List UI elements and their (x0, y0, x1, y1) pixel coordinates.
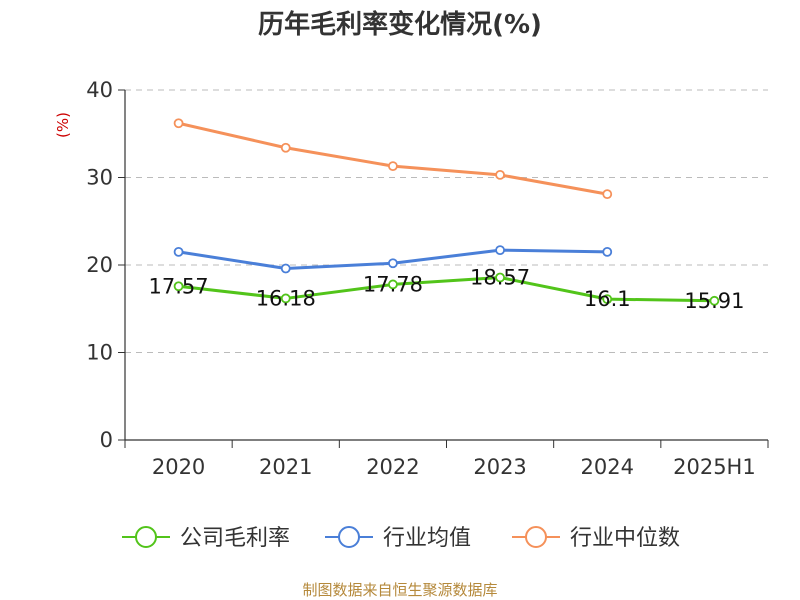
data-point[interactable] (173, 246, 184, 257)
y-tick-label: 20 (86, 253, 113, 277)
data-label: 17.78 (363, 272, 423, 296)
legend-item[interactable]: 行业中位数 (512, 526, 680, 551)
data-point[interactable] (280, 293, 291, 304)
y-tick-label: 10 (86, 341, 113, 365)
series-line (178, 121, 608, 196)
x-tick-label: 2022 (366, 455, 419, 479)
x-tick-label: 2025H1 (673, 455, 756, 479)
legend-marker-icon (135, 526, 157, 548)
data-point[interactable] (388, 258, 398, 269)
x-tick-label: 2024 (581, 455, 634, 479)
axes: 0 10 20 30 40 2020 2021 2022 2023 2024 2025H1 (86, 78, 769, 479)
data-label: 17.57 (149, 274, 209, 298)
y-axis-label: (%) (54, 112, 72, 138)
data-point[interactable] (495, 245, 505, 256)
series (173, 118, 720, 306)
data-point[interactable] (602, 189, 613, 200)
data-point[interactable] (495, 169, 505, 180)
y-tick-label: 30 (86, 166, 113, 190)
data-point[interactable] (602, 246, 613, 257)
y-tick-label: 40 (86, 78, 113, 102)
x-tick-label: 2023 (473, 455, 526, 479)
legend-item[interactable]: 公司毛利率 (122, 526, 290, 551)
legend[interactable]: 公司毛利率 行业均值 行业中位数 (122, 526, 680, 551)
data-point[interactable] (280, 142, 291, 153)
data-point[interactable] (388, 161, 398, 172)
y-tick-label: 0 (100, 428, 113, 452)
data-label: 18.57 (470, 266, 530, 290)
data-labels: 17.57 16.18 17.78 18.57 16.1 15.91 (149, 266, 745, 313)
data-point[interactable] (280, 263, 291, 274)
data-label: 15.91 (684, 289, 744, 313)
data-label: 16.18 (256, 286, 316, 310)
series-line (178, 276, 715, 303)
legend-marker-icon (338, 526, 360, 548)
data-point[interactable] (495, 272, 505, 283)
x-tick-label: 2021 (259, 455, 312, 479)
x-tick-label: 2020 (152, 455, 205, 479)
grid (125, 89, 768, 353)
legend-label: 行业中位数 (570, 526, 680, 551)
chart-title: 历年毛利率变化情况(%) (258, 9, 542, 40)
data-point[interactable] (709, 295, 720, 306)
data-label: 16.1 (584, 287, 631, 311)
source-note: 制图数据来自恒生聚源数据库 (302, 581, 497, 599)
legend-label: 公司毛利率 (180, 526, 290, 551)
data-point[interactable] (173, 281, 184, 292)
legend-item[interactable]: 行业均值 (325, 526, 471, 551)
data-point[interactable] (602, 294, 613, 305)
legend-label: 行业均值 (383, 526, 471, 551)
legend-marker-icon (525, 526, 547, 548)
data-point[interactable] (388, 279, 398, 290)
data-point[interactable] (173, 118, 184, 129)
